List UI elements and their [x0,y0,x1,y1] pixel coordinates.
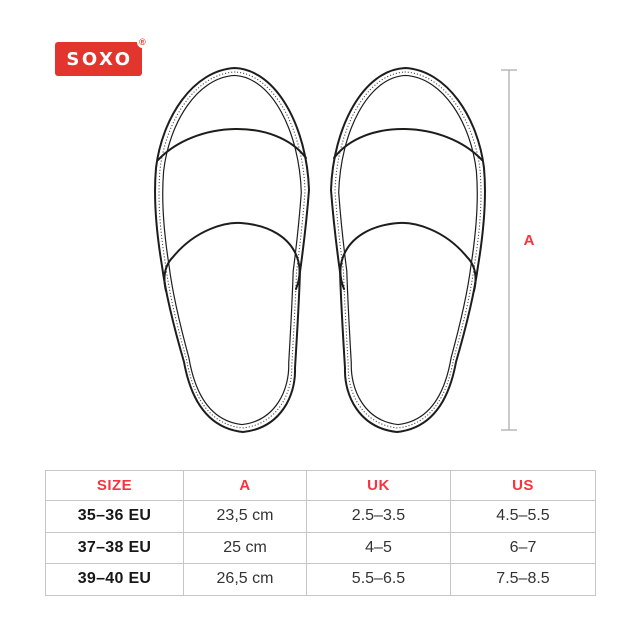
column-header-a: A [183,470,307,501]
slipper-right [330,67,487,433]
size-table: SIZE A UK US 35–36 EU 23,5 cm 2.5–3.5 4.… [45,470,596,596]
cell-uk-size: 5.5–6.5 [306,563,451,596]
cell-length-a: 23,5 cm [183,500,307,533]
registered-trademark-icon: ® [137,37,148,48]
brand-logo: SOXO ® [55,37,148,76]
cell-uk-size: 4–5 [306,531,451,565]
cell-size: 37–38 EU [45,531,184,565]
column-header-uk: UK [306,470,451,501]
cell-length-a: 25 cm [183,531,307,565]
cell-size: 39–40 EU [45,563,184,596]
slippers-illustration: A [153,67,535,433]
cell-us-size: 7.5–8.5 [450,563,596,596]
table-row: 37–38 EU 25 cm 4–5 6–7 [45,531,596,565]
slipper-left [153,67,310,433]
column-header-us: US [450,470,596,501]
cell-size: 35–36 EU [45,500,184,533]
table-row: 35–36 EU 23,5 cm 2.5–3.5 4.5–5.5 [45,500,596,533]
brand-logo-text: SOXO [66,48,133,70]
dimension-line [501,69,517,431]
cell-length-a: 26,5 cm [183,563,307,596]
cell-us-size: 4.5–5.5 [450,500,596,533]
column-header-size: SIZE [45,470,184,501]
cell-us-size: 6–7 [450,531,596,565]
dimension-label: A [524,232,535,249]
cell-uk-size: 2.5–3.5 [306,500,451,533]
table-header-row: SIZE A UK US [45,470,596,501]
table-row: 39–40 EU 26,5 cm 5.5–6.5 7.5–8.5 [45,563,596,596]
